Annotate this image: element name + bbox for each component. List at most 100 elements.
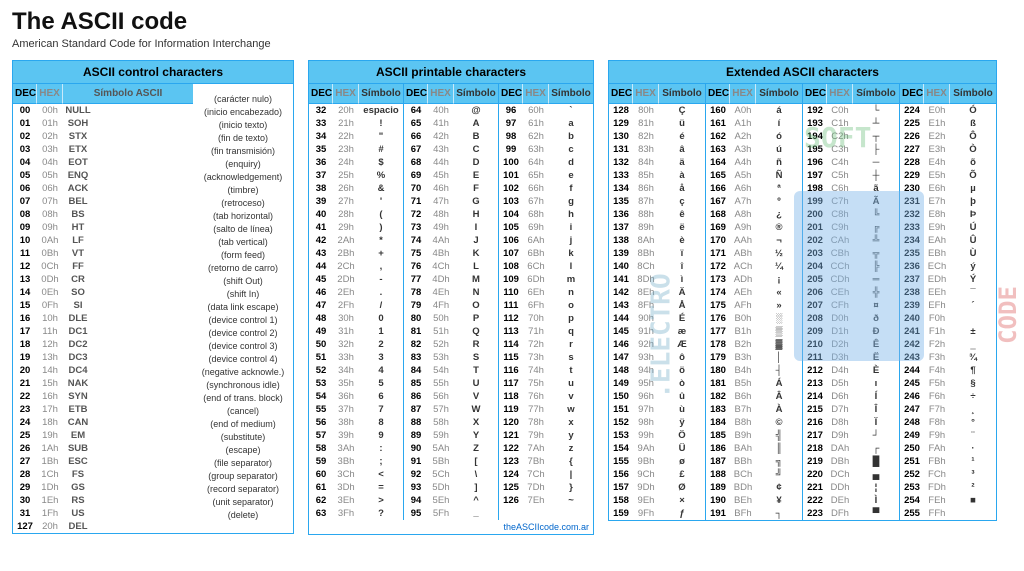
extended-table: Extended ASCII characters DEC12812913013… — [608, 60, 997, 521]
dec-cell: 175 — [706, 299, 730, 312]
dec-cell: 178 — [706, 338, 730, 351]
dec-cell: 38 — [309, 182, 333, 195]
dec-cell: 130 — [609, 130, 633, 143]
sym-cell: ­ — [950, 312, 996, 325]
dec-cell: 08 — [13, 208, 37, 221]
dec-cell: 71 — [404, 195, 428, 208]
hex-cell: D2h — [827, 338, 853, 351]
sym-cell: ┴ — [853, 117, 899, 130]
hex-cell: BFh — [730, 507, 756, 520]
desc-cell: (device control 4) — [193, 353, 293, 366]
sym-cell: ─ — [853, 156, 899, 169]
sym-cell: └ — [853, 104, 899, 117]
hex-cell: 42h — [428, 130, 454, 143]
sym-cell: æ — [659, 325, 705, 338]
hex-cell: 73h — [523, 351, 549, 364]
sym-cell: ù — [659, 403, 705, 416]
dec-cell: 115 — [499, 351, 523, 364]
dec-cell: 83 — [404, 351, 428, 364]
sym-cell: d — [549, 156, 593, 169]
sym-cell: × — [659, 494, 705, 507]
sym-cell: % — [359, 169, 403, 182]
hex-cell: 64h — [523, 156, 549, 169]
dec-cell: 236 — [900, 260, 924, 273]
hex-cell: F3h — [924, 351, 950, 364]
hex-cell: 4Bh — [428, 247, 454, 260]
dec-cell: 89 — [404, 429, 428, 442]
hex-cell: D8h — [827, 416, 853, 429]
col-head: DEC — [499, 84, 523, 104]
sym-cell: i — [549, 221, 593, 234]
sym-cell: Ù — [950, 247, 996, 260]
hex-cell: E0h — [924, 104, 950, 117]
dec-cell: 161 — [706, 117, 730, 130]
dec-cell: 136 — [609, 208, 633, 221]
dec-cell: 109 — [499, 273, 523, 286]
col-head: HEX — [827, 84, 853, 104]
sym-cell: ▒ — [756, 325, 802, 338]
dec-cell: 27 — [13, 455, 37, 468]
dec-cell: 102 — [499, 182, 523, 195]
sym-cell: ï — [659, 247, 705, 260]
hex-cell: FCh — [924, 468, 950, 481]
sym-cell: ƒ — [659, 507, 705, 520]
sym-cell: Î — [853, 403, 899, 416]
sym-cell: Ý — [950, 273, 996, 286]
dec-cell: 128 — [609, 104, 633, 117]
dec-cell: 68 — [404, 156, 428, 169]
hex-cell: 83h — [633, 143, 659, 156]
hex-cell: 97h — [633, 403, 659, 416]
dec-cell: 88 — [404, 416, 428, 429]
hex-cell: 91h — [633, 325, 659, 338]
sym-cell: ┐ — [756, 507, 802, 520]
col-head: HEX — [730, 84, 756, 104]
hex-cell: 37h — [333, 403, 359, 416]
hex-cell: F0h — [924, 312, 950, 325]
col-head: Símbolo — [359, 84, 403, 104]
dec-cell: 196 — [803, 156, 827, 169]
dec-cell: 179 — [706, 351, 730, 364]
dec-cell: 206 — [803, 286, 827, 299]
dec-cell: 86 — [404, 390, 428, 403]
dec-cell: 131 — [609, 143, 633, 156]
sym-cell: ì — [659, 273, 705, 286]
hex-cell: FBh — [924, 455, 950, 468]
footer-link[interactable]: theASCIIcode.com.ar — [309, 520, 593, 534]
desc-cell: (shift Out) — [193, 275, 293, 288]
dec-cell: 14 — [13, 286, 37, 299]
hex-cell: 6Dh — [523, 273, 549, 286]
desc-cell: (file separator) — [193, 457, 293, 470]
dec-cell: 203 — [803, 247, 827, 260]
hex-cell: 86h — [633, 182, 659, 195]
sym-cell: < — [359, 468, 403, 481]
sym-cell: Ú — [950, 221, 996, 234]
dec-cell: 81 — [404, 325, 428, 338]
hex-cell: E1h — [924, 117, 950, 130]
hex-cell: AEh — [730, 286, 756, 299]
dec-cell: 163 — [706, 143, 730, 156]
sym-cell: ô — [659, 351, 705, 364]
sym-cell: Ò — [950, 143, 996, 156]
sym-cell: ╔ — [853, 221, 899, 234]
dec-cell: 202 — [803, 234, 827, 247]
hex-cell: 7Dh — [523, 481, 549, 494]
hex-cell: 3Fh — [333, 507, 359, 520]
sym-cell: 9 — [359, 429, 403, 442]
sym-cell: ö — [659, 364, 705, 377]
hex-cell: 26h — [333, 182, 359, 195]
dec-cell: 250 — [900, 442, 924, 455]
dec-cell: 49 — [309, 325, 333, 338]
sym-cell: P — [454, 312, 498, 325]
sym-cell: L — [454, 260, 498, 273]
sym-cell: [ — [454, 455, 498, 468]
dec-cell: 218 — [803, 442, 827, 455]
sym-cell: ? — [359, 507, 403, 520]
hex-cell: CEh — [827, 286, 853, 299]
hex-cell: 30h — [333, 312, 359, 325]
sym-cell: ▀ — [853, 507, 899, 520]
hex-cell: 1Bh — [37, 455, 63, 468]
sym-cell: 4 — [359, 364, 403, 377]
dec-cell: 51 — [309, 351, 333, 364]
sym-cell: ║ — [756, 442, 802, 455]
hex-cell: 4Fh — [428, 299, 454, 312]
